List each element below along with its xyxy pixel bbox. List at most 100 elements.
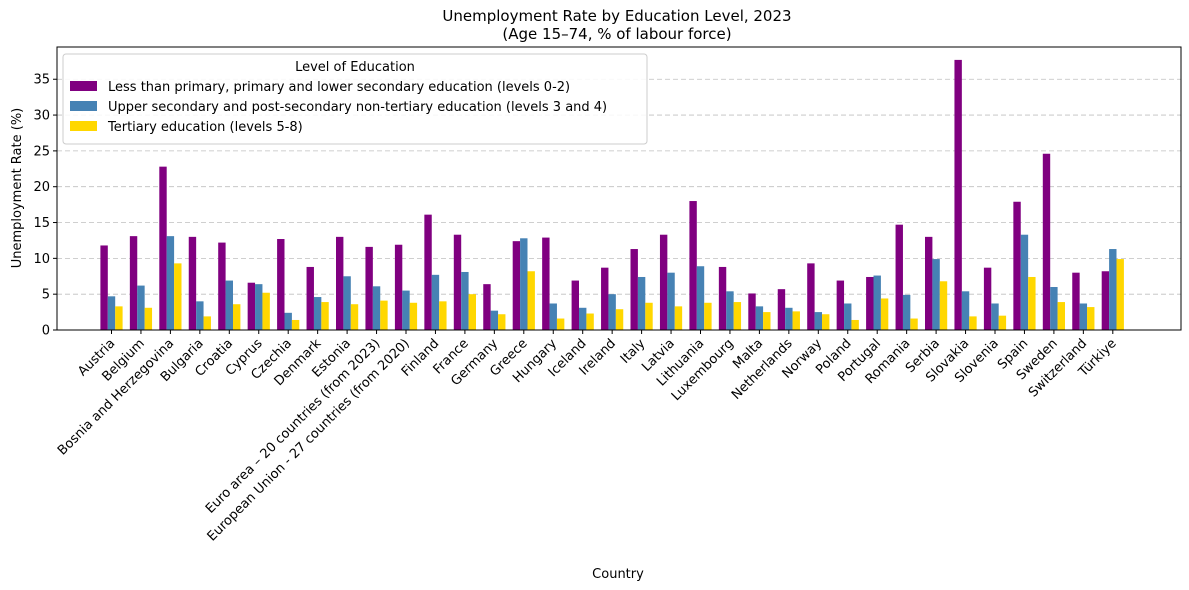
y-tick-label: 20 [33,180,50,195]
chart-subtitle: (Age 15–74, % of labour force) [502,25,731,43]
bars [100,59,1124,331]
bar [225,280,233,330]
bar [814,312,822,330]
bar [932,259,940,330]
bar [696,266,705,330]
bar [586,313,594,330]
bar [659,234,668,330]
bar [174,263,182,330]
bar [394,244,403,330]
bar [1028,276,1036,330]
bar [483,284,491,330]
x-axis-label: Country [592,567,644,582]
bar [255,284,263,330]
bar [785,307,793,330]
bar [1079,303,1088,330]
bar [608,294,616,330]
bar [409,302,418,330]
y-tick-label: 0 [42,324,50,339]
bar [1087,307,1095,330]
bar [350,304,359,330]
plot-frame [56,46,1182,331]
legend-box [62,53,648,145]
x-tick-label: Bosnia and Herzegovina [55,336,177,458]
bar [549,303,557,330]
y-tick-label: 15 [33,216,50,231]
bar [468,294,476,330]
bar [380,300,388,330]
bar [637,276,646,330]
bar [851,319,859,330]
bar [910,318,918,330]
bar [321,302,329,330]
bar [115,306,123,330]
legend-title: Level of Education [295,60,415,75]
bar [667,272,675,330]
legend: Level of Education Less than primary, pri… [62,53,648,145]
y-tick-label: 5 [42,288,50,303]
bar [991,303,999,330]
bar [822,314,830,330]
bar [998,315,1007,330]
bar [961,291,970,330]
bar [615,309,624,330]
bar [954,59,962,331]
bar [601,267,609,330]
bar [365,246,373,330]
bar [439,301,447,330]
bar [498,314,506,330]
bar [1116,259,1124,330]
bar [453,234,462,330]
bar [792,311,800,330]
bar [1013,201,1021,330]
y-tick-label: 35 [33,73,50,88]
bar [490,310,499,330]
bar [542,237,550,330]
bar [188,236,197,330]
bar [306,266,314,330]
bar [763,312,771,330]
bar [313,297,322,330]
bar [520,238,528,330]
bar [866,276,874,330]
y-tick-label: 25 [33,144,50,159]
bar [571,280,579,330]
bar [218,242,226,330]
bar [343,276,351,330]
bar [895,224,903,330]
bar [424,214,432,330]
bar [196,301,204,330]
bar [556,318,565,330]
bar [579,307,587,330]
bar [1020,234,1029,330]
bar [100,245,108,330]
bar [726,291,734,330]
y-tick-label: 30 [33,109,50,124]
bar [129,236,138,330]
y-axis-label: Unemployment Rate (%) [10,108,25,269]
legend-entry: Tertiary education (levels 5-8) [107,120,303,135]
bar [144,307,153,330]
bar [166,236,175,330]
bar [277,239,285,330]
legend-swatch [70,101,97,111]
bar [807,263,815,330]
bar [284,312,292,330]
bar [880,298,889,330]
legend-entry: Less than primary, primary and lower sec… [108,80,570,95]
bar [836,280,845,330]
bar [1050,287,1058,330]
bar [1072,272,1080,330]
bar [107,296,116,330]
bar [431,274,440,330]
chart-title: Unemployment Rate by Education Level, 20… [442,7,791,25]
bar [733,302,742,330]
bar [137,285,145,330]
bar [1057,302,1065,330]
bar [718,266,727,330]
bar [247,282,256,330]
bar [969,316,977,330]
bar [461,271,469,330]
bar [1042,153,1051,330]
